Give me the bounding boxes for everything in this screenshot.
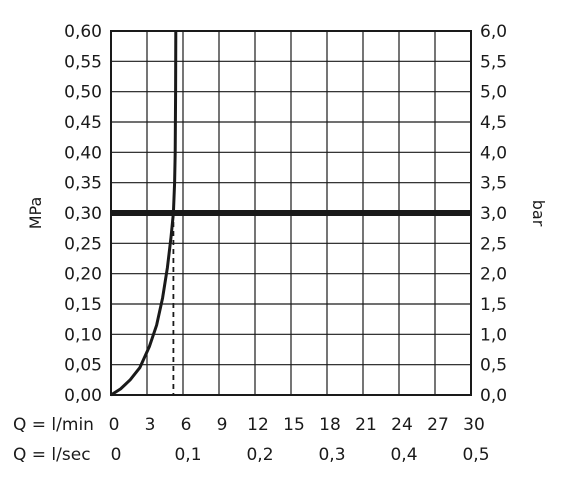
x-axis-title-lsec: Q = l/sec xyxy=(13,445,91,465)
y-tick-label-left: 0,00 xyxy=(64,386,102,406)
y-tick-label-left: 0,45 xyxy=(64,113,102,133)
y-tick-label-right: 4,5 xyxy=(480,113,507,133)
x-tick-label-lmin: 12 xyxy=(247,415,269,435)
y-tick-label-left: 0,35 xyxy=(64,174,102,194)
x-tick-label-lmin: 27 xyxy=(427,415,449,435)
y-tick-label-left: 0,05 xyxy=(64,356,102,376)
y-tick-label-left: 0,30 xyxy=(64,204,102,224)
x-tick-label-lsec: 0,4 xyxy=(390,445,417,465)
x-tick-label-lmin: 15 xyxy=(283,415,305,435)
y-tick-label-right: 5,0 xyxy=(480,83,507,103)
y-axis-title-right: bar xyxy=(529,200,548,227)
x-axis-title-lmin: Q = l/min xyxy=(13,415,94,435)
y-tick-label-left: 0,50 xyxy=(64,83,102,103)
x-tick-label-lsec: 0,1 xyxy=(174,445,201,465)
y-tick-label-right: 1,0 xyxy=(480,325,507,345)
flow-curve xyxy=(110,30,178,397)
y-tick-label-right: 1,5 xyxy=(480,295,507,315)
y-tick-label-left: 0,60 xyxy=(64,22,102,42)
x-tick-label-lmin: 18 xyxy=(319,415,341,435)
x-tick-label-lmin: 3 xyxy=(145,415,156,435)
y-tick-label-left: 0,10 xyxy=(64,325,102,345)
y-tick-label-right: 3,5 xyxy=(480,174,507,194)
y-tick-label-right: 2,0 xyxy=(480,265,507,285)
y-tick-label-right: 2,5 xyxy=(480,234,507,254)
x-tick-label-lmin: 21 xyxy=(355,415,377,435)
x-tick-label-lsec: 0,2 xyxy=(246,445,273,465)
y-tick-label-right: 4,0 xyxy=(480,143,507,163)
y-tick-label-left: 0,20 xyxy=(64,265,102,285)
x-tick-label-lmin: 6 xyxy=(181,415,192,435)
x-tick-label-lsec: 0,3 xyxy=(318,445,345,465)
y-tick-label-right: 3,0 xyxy=(480,204,507,224)
x-tick-label-lmin: 30 xyxy=(463,415,485,435)
y-tick-label-left: 0,55 xyxy=(64,52,102,72)
y-axis-title-left: MPa xyxy=(26,197,45,230)
y-tick-label-left: 0,25 xyxy=(64,234,102,254)
y-tick-label-right: 5,5 xyxy=(480,52,507,72)
x-tick-label-lmin: 0 xyxy=(109,415,120,435)
x-tick-label-lmin: 9 xyxy=(217,415,228,435)
y-tick-label-right: 0,0 xyxy=(480,386,507,406)
x-tick-label-lsec: 0 xyxy=(111,445,122,465)
y-tick-label-right: 6,0 xyxy=(480,22,507,42)
y-tick-label-right: 0,5 xyxy=(480,356,507,376)
y-tick-label-left: 0,15 xyxy=(64,295,102,315)
y-tick-label-left: 0,40 xyxy=(64,143,102,163)
x-tick-label-lsec: 0,5 xyxy=(462,445,489,465)
x-tick-label-lmin: 24 xyxy=(391,415,413,435)
